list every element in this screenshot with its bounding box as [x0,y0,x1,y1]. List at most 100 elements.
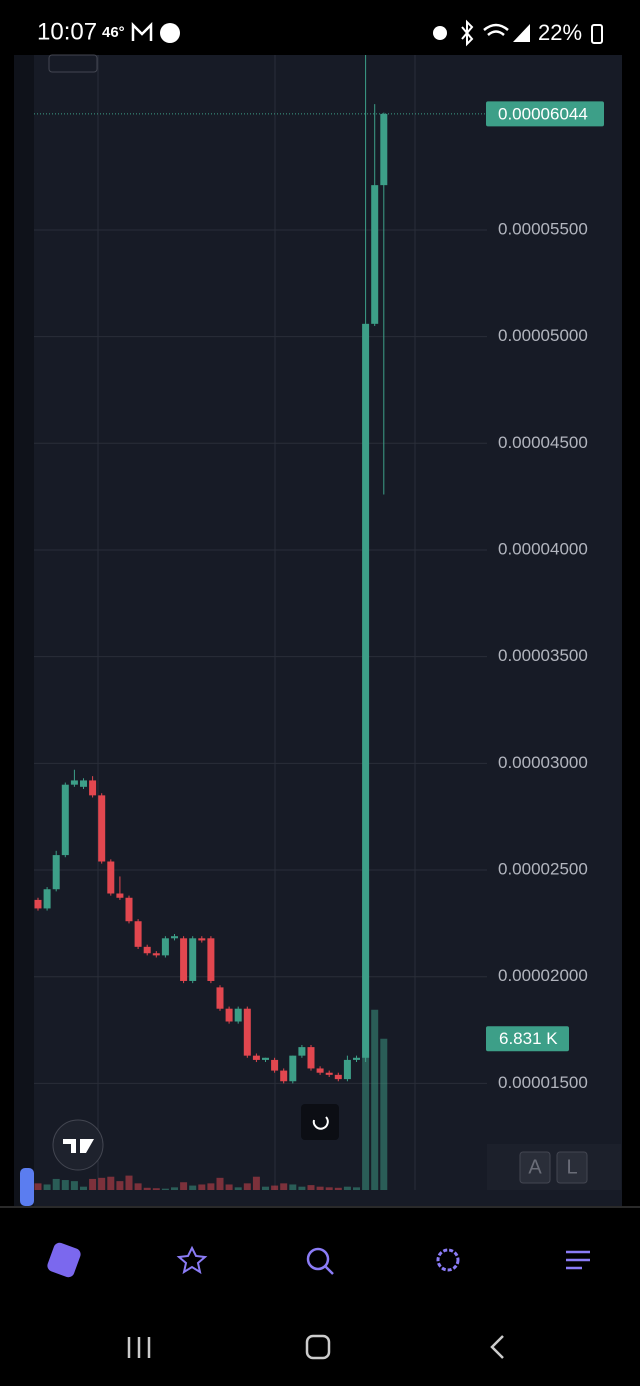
chart-area [14,55,622,1206]
volume-bar [289,1184,297,1190]
y-tick-label: 0.00002500 [498,860,588,879]
nav-settings[interactable] [436,1248,460,1272]
volume-bar [43,1184,51,1190]
candle-body [152,953,160,956]
auto-button[interactable] [519,1151,551,1184]
volume-bar [343,1186,351,1190]
candle-body [207,938,215,981]
y-tick-label: 0.00005500 [498,219,588,238]
volume-bar [107,1176,115,1190]
volume-bar [225,1184,233,1190]
volume-bar [189,1185,197,1190]
volume-bar [125,1175,133,1190]
plot: 0.00001500 0.00002000 0.00002500 0.00003000… [34,55,604,1190]
nav-search-handle [324,1265,334,1275]
volume-bar [262,1186,269,1190]
candle-body [143,946,151,954]
scrollbar [20,1168,34,1206]
volume-bar [207,1183,215,1190]
auto-label: A [528,1156,542,1178]
candle-body [107,861,115,894]
candle-body [43,889,51,909]
volume-bar [371,1009,379,1190]
volume-bar [298,1186,306,1190]
wifi-icon [483,23,509,36]
candle-body [98,795,106,862]
bluetooth-icon [461,19,474,47]
temperature: 46° [102,24,125,41]
candle-body [125,897,133,922]
volume-bar [353,1187,360,1190]
volume-bar [380,1038,388,1190]
reset-button[interactable] [301,1104,339,1140]
last-price-box [486,101,604,127]
candle-body [280,1070,288,1082]
candle-body [34,899,42,909]
android-back[interactable] [490,1335,504,1359]
tv-logo-mark [63,1139,94,1153]
volume-bar [243,1183,251,1190]
candle-body [271,1059,279,1071]
candle-body [289,1055,297,1082]
candle-body [116,893,124,898]
candle-body [316,1068,324,1073]
nav-home[interactable] [46,1241,83,1279]
candle-body [70,780,78,785]
candle-body [362,323,370,1058]
candle-body [298,1047,306,1056]
log-label: L [566,1156,577,1178]
y-tick-label: 0.00004500 [498,433,588,452]
android-home[interactable] [305,1334,331,1360]
candle-body [343,1059,351,1080]
spotify-icon [160,23,180,43]
y-tick-label: 0.00002000 [498,966,588,985]
side-strip [14,55,34,1206]
collapse-button[interactable] [48,54,98,73]
volume-bar [98,1177,106,1190]
reset-icon [312,1116,329,1130]
volume-bar [70,1181,78,1190]
candle-body [161,938,169,956]
y-tick-label: 0.00003500 [498,646,588,665]
candle-body [243,1008,251,1056]
clock: 10:07 [37,18,97,45]
volume-bar [143,1187,151,1190]
volume-bar [171,1187,178,1190]
volume-bar [134,1183,142,1190]
candle-body [234,1008,242,1022]
volume-bar [252,1176,260,1190]
volume-bar [334,1187,342,1190]
volume-bar [89,1178,97,1190]
candle-body [225,1008,233,1022]
volume-bar [198,1184,206,1190]
candle-body [262,1057,269,1060]
candle-body [371,185,379,324]
android-recents[interactable] [127,1337,151,1358]
volume-bar [280,1183,288,1190]
candle-body [189,938,197,981]
last-volume-box [486,1026,569,1052]
nav-watchlist[interactable] [176,1245,208,1275]
nav-search[interactable] [306,1247,330,1271]
mail-icon [131,21,153,41]
volume-bar [234,1187,242,1190]
y-tick-label: 0.00005000 [498,326,588,345]
last-volume-label: 6.831 K [499,1029,558,1048]
log-button[interactable] [556,1151,588,1184]
candle-body [380,113,388,186]
candle-body [134,921,142,947]
candle-body [80,780,87,787]
volume-bar [80,1186,87,1190]
candle-body [307,1047,315,1069]
tv-logo[interactable] [52,1119,104,1171]
nav-menu[interactable] [566,1250,590,1270]
y-tick-label: 0.00003000 [498,753,588,772]
scale-panel [487,1144,621,1190]
volume-bar [180,1182,188,1190]
candle-body [198,938,206,941]
candle-body [325,1072,333,1075]
last-price-label: 0.00006044 [498,104,588,123]
alarm-icon [433,26,447,40]
